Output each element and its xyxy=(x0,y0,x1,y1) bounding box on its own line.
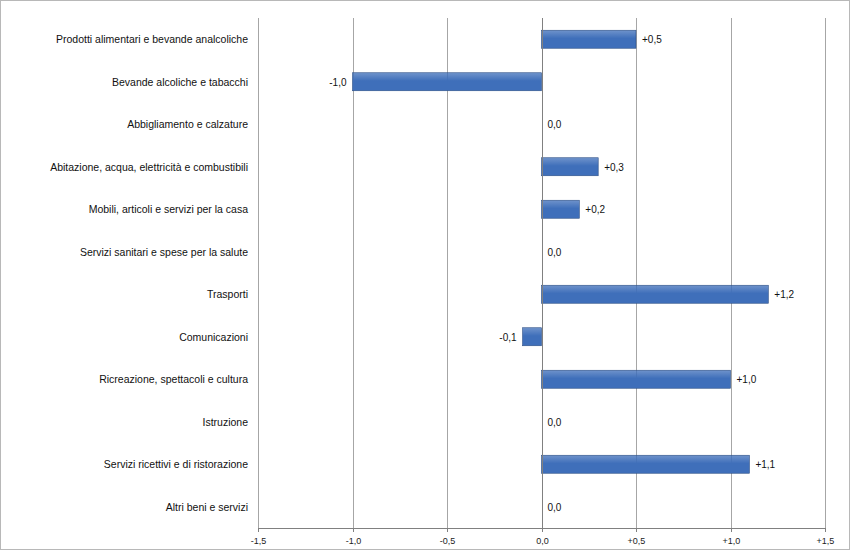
tick-label: -1,5 xyxy=(251,536,267,546)
zero-axis-line xyxy=(542,18,543,528)
x-axis-line xyxy=(258,528,825,529)
category-label: Istruzione xyxy=(202,416,248,428)
tick-label: 0,0 xyxy=(536,536,549,546)
category-label: Trasporti xyxy=(207,288,248,300)
bar xyxy=(541,498,542,516)
grid-line xyxy=(258,18,259,528)
bar xyxy=(541,413,542,431)
bar xyxy=(542,30,637,48)
data-label: +0,5 xyxy=(642,34,662,45)
category-label: Comunicazioni xyxy=(179,331,248,343)
data-label: -1,0 xyxy=(329,77,347,88)
bar xyxy=(542,370,731,388)
grid xyxy=(259,18,826,532)
tick-label: +1,0 xyxy=(723,536,741,546)
tick-label: +0,5 xyxy=(628,536,646,546)
bar xyxy=(542,455,750,473)
data-labels: +0,5 -1,0 0,0 +0,3 +0,2 0,0 +1,2 -0,1 +1,0 0,0 +1,… xyxy=(329,34,794,513)
tick-label: -0,5 xyxy=(440,536,456,546)
bar xyxy=(541,115,542,133)
bar xyxy=(353,73,542,91)
data-label: 0,0 xyxy=(548,417,562,428)
data-label: +1,0 xyxy=(737,374,757,385)
tick-label: +1,5 xyxy=(817,536,835,546)
category-label: Servizi sanitari e spese per la salute xyxy=(80,246,248,258)
category-label: Servizi ricettivi e di ristorazione xyxy=(104,458,248,470)
bar xyxy=(542,158,599,176)
data-label: +0,3 xyxy=(604,162,624,173)
category-label: Abbigliamento e calzature xyxy=(127,118,248,130)
data-label: 0,0 xyxy=(548,247,562,258)
category-label: Abitazione, acqua, elettricità e combust… xyxy=(50,161,248,173)
chart: -1,5 -1,0 -0,5 0,0 +0,5 +1,0 +1,5 Prodotti alim… xyxy=(0,0,850,550)
category-label: Prodotti alimentari e bevande analcolich… xyxy=(56,33,248,45)
grid-line xyxy=(825,18,826,528)
grid-line xyxy=(636,18,637,528)
grid-line xyxy=(447,18,448,528)
category-label: Bevande alcoliche e tabacchi xyxy=(112,76,248,88)
tick-mark xyxy=(825,528,826,532)
data-label: -0,1 xyxy=(499,332,517,343)
data-label: 0,0 xyxy=(548,502,562,513)
bar xyxy=(541,243,542,261)
data-label: 0,0 xyxy=(548,119,562,130)
data-label: +1,1 xyxy=(755,459,775,470)
data-label: +1,2 xyxy=(774,289,794,300)
grid-line xyxy=(731,18,732,528)
data-label: +0,2 xyxy=(585,204,605,215)
category-label: Mobili, articoli e servizi per la casa xyxy=(89,203,248,215)
category-label: Ricreazione, spettacoli e cultura xyxy=(99,373,248,385)
tick-label: -1,0 xyxy=(346,536,362,546)
grid-line xyxy=(353,18,354,528)
bar xyxy=(542,200,580,218)
category-label: Altri beni e servizi xyxy=(166,501,248,513)
bar xyxy=(542,285,769,303)
grid-line xyxy=(542,18,543,528)
chart-frame xyxy=(1,1,850,550)
bar xyxy=(523,328,542,346)
category-labels: Prodotti alimentari e bevande analcolich… xyxy=(50,33,248,513)
